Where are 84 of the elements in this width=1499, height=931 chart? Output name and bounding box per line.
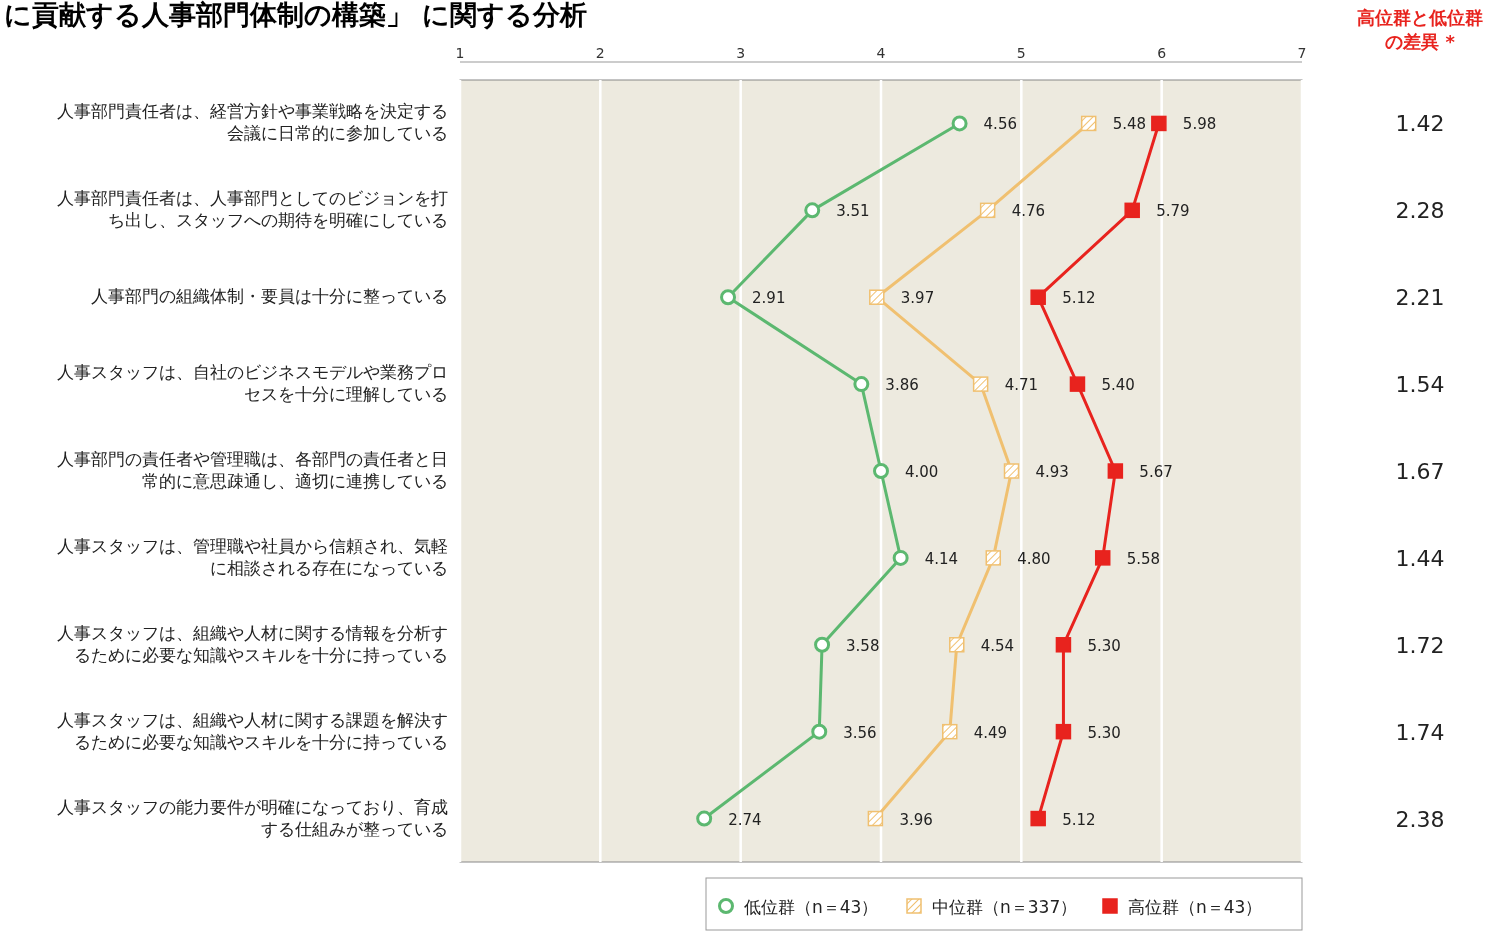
data-label: 5.30 xyxy=(1087,636,1121,655)
point xyxy=(972,376,989,392)
y-tick-label: 人事部門の組織体制・要員は十分に整っている xyxy=(91,286,448,307)
text: 2.38 xyxy=(1395,806,1445,832)
point xyxy=(853,376,870,393)
point xyxy=(1055,637,1072,653)
data-label: 4.54 xyxy=(980,636,1015,655)
data-label: 5.79 xyxy=(1156,202,1190,221)
x-tick-label: 7 xyxy=(1297,45,1307,61)
point xyxy=(1124,202,1140,219)
y-tick-label: 人事部門責任者は、人事部門としてのビジョンを打ち出し、スタッフへの期待を明確にしている xyxy=(57,188,448,231)
point xyxy=(1030,289,1046,305)
point xyxy=(1003,463,1020,479)
data-label: 4.71 xyxy=(1004,376,1039,395)
text: 1.42 xyxy=(1395,111,1445,137)
data-label: 3.58 xyxy=(846,636,880,655)
data-label: 3.56 xyxy=(843,723,877,742)
point xyxy=(873,463,889,479)
point xyxy=(949,637,965,653)
x-tick-label: 5 xyxy=(1016,45,1026,61)
x-tick-label: 1 xyxy=(455,45,465,61)
data-label: 3.51 xyxy=(836,202,870,221)
data-label: 3.97 xyxy=(900,289,935,308)
text: 2.21 xyxy=(1395,285,1445,311)
point xyxy=(892,549,909,566)
data-label: 4.56 xyxy=(983,115,1017,134)
data-label: 5.12 xyxy=(1062,289,1096,308)
data-label: 5.40 xyxy=(1101,376,1135,395)
data-label: 5.58 xyxy=(1126,549,1161,568)
x-tick-label: 6 xyxy=(1157,45,1167,61)
point xyxy=(1030,810,1046,827)
x-tick-label: 3 xyxy=(736,45,746,61)
data-label: 5.12 xyxy=(1062,810,1096,829)
x-tick-label: 2 xyxy=(595,45,605,61)
legend-label: 高位群（n＝43） xyxy=(1128,897,1263,917)
y-tick-label: 人事スタッフは、管理職や社員から信頼され、気軽に相談される存在になっている xyxy=(57,535,448,578)
point xyxy=(979,202,996,219)
point xyxy=(811,723,828,740)
legend-label: 低位群（n＝43） xyxy=(744,897,879,917)
y-tick-label: 人事スタッフの能力要件が明確になっており、育成する仕組みが整っている xyxy=(57,796,448,839)
point xyxy=(720,289,737,306)
point xyxy=(867,810,884,827)
point xyxy=(1094,550,1111,566)
data-label: 4.00 xyxy=(905,463,939,481)
y-tick-label: 人事スタッフは、組織や人材に関する情報を分析するために必要な知識やスキルを十分に持っている xyxy=(57,622,448,665)
data-label: 4.49 xyxy=(973,723,1008,742)
point xyxy=(951,115,968,132)
text: 1.44 xyxy=(1395,545,1445,571)
data-label: 4.93 xyxy=(1035,463,1069,481)
data-label: 2.91 xyxy=(752,289,786,308)
y-tick-label: 人事部門責任者は、経営方針や事業戦略を決定する会議に日常的に参加している xyxy=(57,101,448,144)
data-label: 5.67 xyxy=(1139,463,1173,481)
point xyxy=(1080,115,1097,132)
text: 1.54 xyxy=(1395,372,1445,398)
y-tick-label: 人事スタッフは、自社のビジネスモデルや業務プロセスを十分に理解している xyxy=(57,362,448,405)
data-label: 4.76 xyxy=(1011,202,1046,221)
text: 1.72 xyxy=(1395,632,1445,658)
point xyxy=(696,810,713,827)
text: 1.74 xyxy=(1395,719,1445,745)
point xyxy=(1055,723,1072,740)
chart-title: に貢献する人事部門体制の構築」 に関する分析 xyxy=(4,0,588,30)
text: 高位群と低位群の差異 * xyxy=(1357,7,1483,52)
data-label: 4.14 xyxy=(924,549,959,568)
data-label: 5.98 xyxy=(1182,115,1217,134)
y-tick-label: 人事スタッフは、組織や人材に関する課題を解決するために必要な知識やスキルを十分に持っている xyxy=(57,709,448,752)
text: 1.67 xyxy=(1395,459,1445,484)
point xyxy=(942,723,958,740)
point xyxy=(814,636,831,653)
point xyxy=(869,289,885,305)
text: 2.28 xyxy=(1395,198,1445,224)
x-tick-label: 4 xyxy=(876,45,886,61)
data-label: 4.80 xyxy=(1017,549,1051,568)
data-label: 5.30 xyxy=(1087,723,1121,742)
data-label: 3.86 xyxy=(885,376,919,395)
data-label: 3.96 xyxy=(899,810,933,829)
point xyxy=(1069,376,1086,392)
y-tick-label: 人事部門の責任者や管理職は、各部門の責任者と日常的に意思疎通し、適切に連携している xyxy=(57,448,448,492)
point xyxy=(1151,115,1167,132)
legend-label: 中位群（n＝337） xyxy=(932,897,1078,917)
data-label: 2.74 xyxy=(728,810,762,829)
point xyxy=(985,550,1002,566)
point xyxy=(804,202,821,219)
data-label: 5.48 xyxy=(1112,115,1147,134)
point xyxy=(1107,463,1124,479)
